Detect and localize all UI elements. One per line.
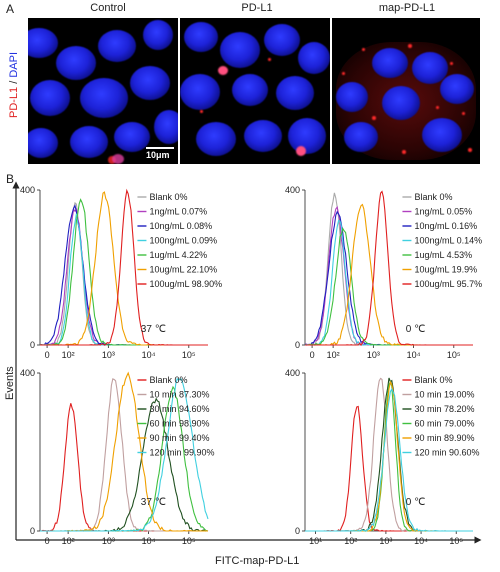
legend-label: 60 min 79.00% [414,419,474,429]
temperature-label: 0 ℃ [406,324,426,335]
histogram-curve [305,387,473,532]
x-tick-label: 10⁴ [414,536,428,546]
legend-label: Blank 0% [414,375,452,385]
x-tick-label: 10³ [367,350,380,360]
y-tick-label: 0 [30,340,35,350]
legend-label: 10 min 87.30% [149,390,209,400]
chart-bottom-right: 0 400 10¹ 10² 10³ 10⁴ 10⁵ Blank 0% 10 min 19.00%… [285,368,480,546]
x-tick-label: 10⁴ [142,536,156,546]
x-tick-label: 10⁵ [182,350,196,360]
x-tick-label: 0 [45,536,50,546]
micrograph-pd-l1 [180,18,330,164]
y-tick-label: 0 [295,340,300,350]
temperature-label: 37 ℃ [141,324,166,335]
x-tick-label: 10² [62,350,75,360]
legend-label: 10ug/mL 19.9% [414,265,477,275]
legend-label: Blank 0% [149,192,187,202]
legend-label: 100ug/mL 98.90% [149,279,222,289]
legend-label: 10 min 19.00% [414,390,474,400]
x-tick-label: 0 [310,350,315,360]
legend-label: 1ug/mL 4.53% [414,250,472,260]
legend-label: 1ng/mL 0.05% [414,207,472,217]
legend-label: 10ng/mL 0.08% [149,221,212,231]
legend-label: 100ng/mL 0.14% [414,236,482,246]
legend-label: 10ug/mL 22.10% [149,265,217,275]
histogram-curve [40,377,209,532]
y-tick-label: 400 [285,185,300,195]
y-tick-label: 400 [20,368,35,378]
scale-bar-label: 10μm [146,150,170,160]
legend-label: 90 min 89.90% [414,433,474,443]
legend-label: 90 min 99.40% [149,433,209,443]
x-tick-label: 10³ [102,536,115,546]
panel-b-letter: B [6,172,15,186]
x-tick-label: 10² [62,536,75,546]
legend-label: Blank 0% [149,375,187,385]
legend-label: 120 min 99.90% [149,448,214,458]
x-tick-label: 10⁴ [142,350,156,360]
x-tick-label: 10⁵ [447,350,461,360]
x-tick-label: 10² [327,350,340,360]
x-tick-label: 10³ [102,350,115,360]
x-tick-label: 10⁵ [449,536,463,546]
legend-label: 30 min 94.60% [149,404,209,414]
temperature-label: 37 ℃ [141,497,166,508]
column-title-map-pd-l1: map-PD-L1 [378,2,436,14]
y-tick-label: 0 [295,526,300,536]
chart-bottom-left: 0 400 0 10² 10³ 10⁴ 10⁵ Blank 0% 10 min 87.30% 30… [20,368,215,546]
histogram-curve [305,190,473,346]
scale-bar [146,147,174,149]
x-tick-label: 10⁵ [182,536,196,546]
temperature-label: 0 ℃ [406,497,426,508]
legend-label: 30 min 78.20% [414,404,474,414]
micrograph-control [28,18,178,164]
micrograph-map-pd-l1 [332,18,480,164]
legend-label: 1ug/mL 4.22% [149,250,207,260]
chart-top-right: 0 400 0 10² 10³ 10⁴ 10⁵ Blank 0% 1ng/mL 0.05% 10n… [285,185,482,360]
x-tick-label: 0 [45,350,50,360]
y-tick-label: 400 [285,368,300,378]
legend-label: 1ng/mL 0.07% [149,207,207,217]
column-title-control: Control [90,2,126,14]
x-tick-label: 10⁴ [407,350,421,360]
legend-label: 10ng/mL 0.16% [414,221,477,231]
panel-a-letter: A [6,2,15,16]
panel-b-xlabel: FITC-map-PD-L1 [215,555,300,567]
histogram-curve [40,188,208,346]
y-tick-label: 0 [30,526,35,536]
legend-label: 100ug/mL 95.7% [414,279,482,289]
column-title-pd-l1: PD-L1 [241,2,273,14]
x-tick-label: 10² [344,536,357,546]
y-tick-label: 400 [20,185,35,195]
x-tick-label: 10³ [379,536,392,546]
x-tick-label: 10¹ [309,536,322,546]
legend-label: 100ng/mL 0.09% [149,236,217,246]
legend-label: 120 min 90.60% [414,448,479,458]
chart-top-left: 0 400 0 10² 10³ 10⁴ 10⁵ Blank 0% 1ng/mL 0.07% 10n… [20,185,222,360]
legend-label: 60 min 98.90% [149,419,209,429]
legend-label: Blank 0% [414,192,452,202]
